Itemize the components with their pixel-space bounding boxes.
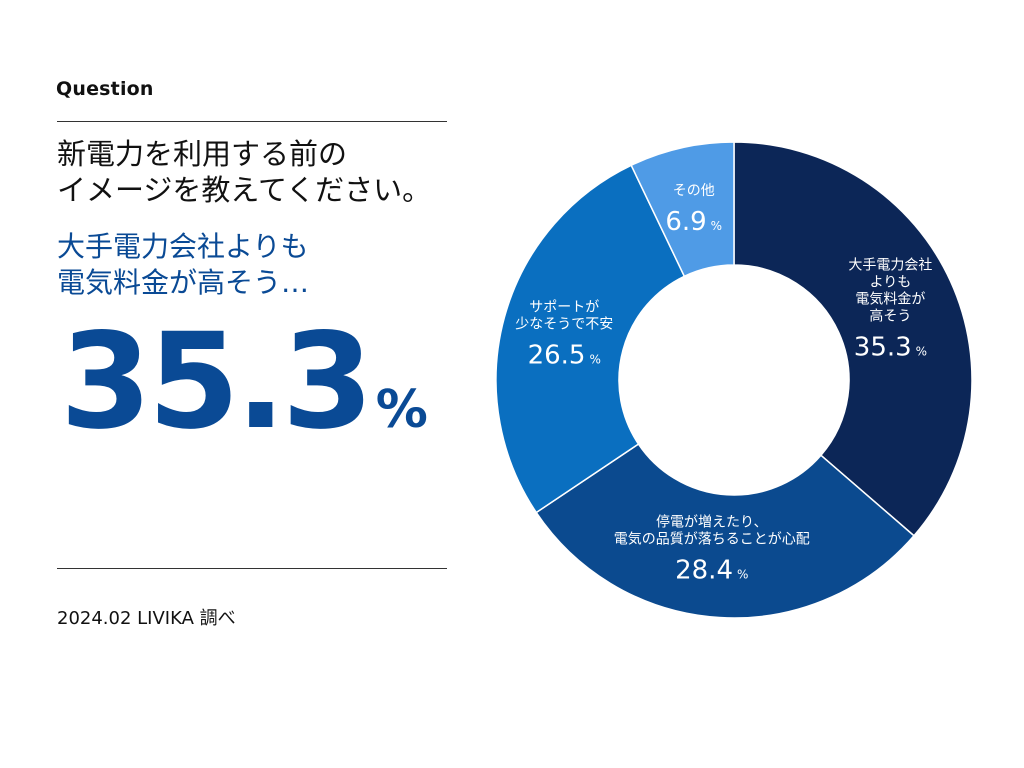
highlight-line-2: 電気料金が高そう… xyxy=(57,266,310,299)
highlight-line-1: 大手電力会社よりも xyxy=(57,230,309,263)
question-text: 新電力を利用する前の イメージを教えてください。 xyxy=(57,136,431,208)
question-line-2: イメージを教えてください。 xyxy=(57,173,432,207)
slice-1-label-line-2: よりも xyxy=(870,275,912,291)
slice-3-label-line-2: 少なそうで不安 xyxy=(515,317,613,333)
slice-2-label-line-2: 電気の品質が落ちることが心配 xyxy=(614,532,810,548)
highlight-figure: 35.3% xyxy=(60,302,428,462)
top-divider xyxy=(57,121,447,122)
slice-2-label-line-1: 停電が増えたり、 xyxy=(656,514,767,531)
donut-slice-2 xyxy=(535,442,916,619)
slice-3-label-line-1: サポートが xyxy=(529,300,599,316)
highlight-unit: % xyxy=(375,380,428,440)
slice-2-value: 28.4% xyxy=(675,556,748,586)
slice-1-label-line-1: 大手電力会社 xyxy=(848,258,932,274)
slice-3-value: 26.5% xyxy=(528,341,601,371)
highlight-value: 35.3 xyxy=(60,305,374,459)
bottom-divider xyxy=(57,568,447,569)
donut-slice-3 xyxy=(495,164,686,514)
source-note: 2024.02 LIVIKA 調べ xyxy=(57,608,236,629)
slice-1-value: 35.3% xyxy=(854,333,927,363)
slice-1-label-line-4: 高そう xyxy=(869,308,911,325)
question-line-1: 新電力を利用する前の xyxy=(57,137,348,171)
slice-4-value: 6.9% xyxy=(665,207,722,237)
donut-slice-4 xyxy=(630,141,735,278)
donut-slice-1 xyxy=(733,141,973,537)
highlight-caption: 大手電力会社よりも 電気料金が高そう… xyxy=(57,229,309,301)
question-label: Question xyxy=(56,78,154,100)
slice-1-label-line-3: 電気料金が xyxy=(855,292,925,308)
slice-4-label-line-1: その他 xyxy=(673,183,715,199)
